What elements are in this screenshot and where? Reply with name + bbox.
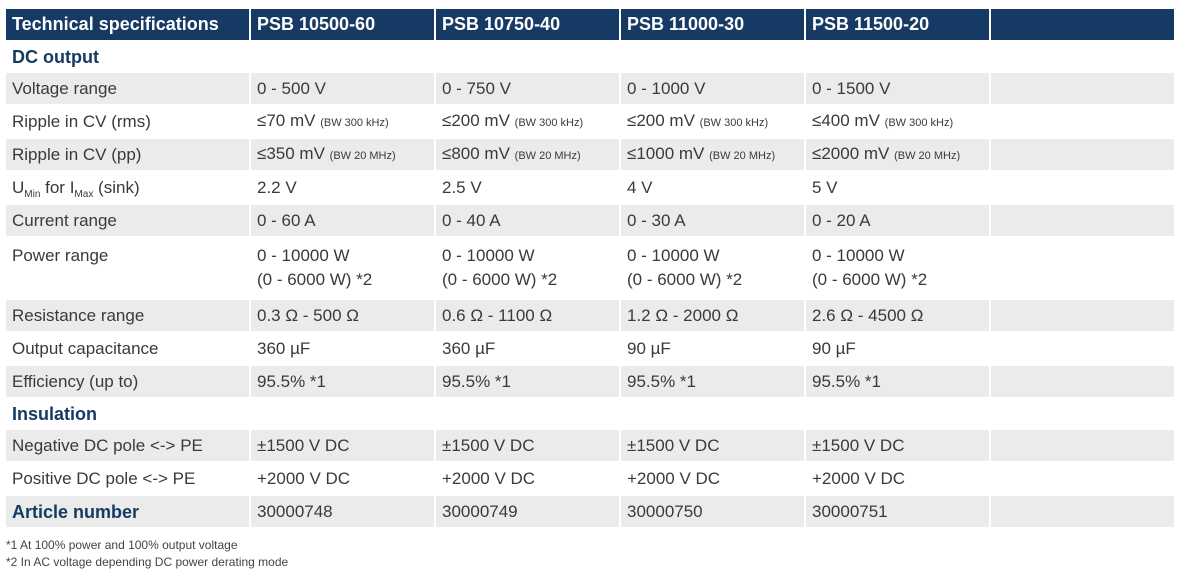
- cell: ≤2000 mV (BW 20 MHz): [806, 139, 989, 170]
- cell: 0 - 10000 W (0 - 6000 W) *2: [806, 238, 989, 298]
- section-title: DC output: [6, 42, 249, 71]
- cell: +2000 V DC: [436, 463, 619, 494]
- row-label: Article number: [6, 496, 249, 527]
- cell: +2000 V DC: [251, 463, 434, 494]
- footnotes: *1 At 100% power and 100% output voltage…: [6, 537, 288, 571]
- row-label: Ripple in CV (rms): [6, 106, 249, 137]
- cell: 2.2 V: [251, 172, 434, 203]
- cell: 0 - 40 A: [436, 205, 619, 236]
- cell: +2000 V DC: [806, 463, 989, 494]
- model-header: PSB 10500-60: [251, 9, 434, 40]
- cell: ≤200 mV (BW 300 kHz): [621, 106, 804, 137]
- cell: 95.5% *1: [621, 366, 804, 397]
- cell: 90 µF: [621, 333, 804, 364]
- row-label: Ripple in CV (pp): [6, 139, 249, 170]
- row-negative-dc-pole: Negative DC pole <-> PE ±1500 V DC ±1500…: [6, 430, 1174, 461]
- section-title: Insulation: [6, 399, 249, 428]
- model-header: PSB 11000-30: [621, 9, 804, 40]
- row-label: Negative DC pole <-> PE: [6, 430, 249, 461]
- row-efficiency: Efficiency (up to) 95.5% *1 95.5% *1 95.…: [6, 366, 1174, 397]
- row-label: Efficiency (up to): [6, 366, 249, 397]
- row-ripple-pp: Ripple in CV (pp) ≤350 mV (BW 20 MHz) ≤8…: [6, 139, 1174, 170]
- spec-table: Technical specifications PSB 10500-60 PS…: [4, 7, 1176, 529]
- row-label: Positive DC pole <-> PE: [6, 463, 249, 494]
- cell: 4 V: [621, 172, 804, 203]
- cell: 95.5% *1: [251, 366, 434, 397]
- cell: 1.2 Ω - 2000 Ω: [621, 300, 804, 331]
- cell: ≤70 mV (BW 300 kHz): [251, 106, 434, 137]
- row-umin: UMin for IMax (sink) 2.2 V 2.5 V 4 V 5 V: [6, 172, 1174, 203]
- cell: ≤800 mV (BW 20 MHz): [436, 139, 619, 170]
- empty-header: [991, 9, 1174, 40]
- cell: +2000 V DC: [621, 463, 804, 494]
- row-article-number: Article number 30000748 30000749 3000075…: [6, 496, 1174, 527]
- row-label: Current range: [6, 205, 249, 236]
- cell: 2.5 V: [436, 172, 619, 203]
- row-label: Power range: [6, 238, 249, 298]
- cell: ≤1000 mV (BW 20 MHz): [621, 139, 804, 170]
- cell: 0 - 60 A: [251, 205, 434, 236]
- cell: 5 V: [806, 172, 989, 203]
- cell: 0 - 1000 V: [621, 73, 804, 104]
- cell: 0 - 1500 V: [806, 73, 989, 104]
- row-label: UMin for IMax (sink): [6, 172, 249, 203]
- header-row: Technical specifications PSB 10500-60 PS…: [6, 9, 1174, 40]
- cell: 360 µF: [436, 333, 619, 364]
- footnote: *1 At 100% power and 100% output voltage: [6, 538, 238, 552]
- row-label: Output capacitance: [6, 333, 249, 364]
- model-header: PSB 10750-40: [436, 9, 619, 40]
- cell: 0 - 750 V: [436, 73, 619, 104]
- row-label: Resistance range: [6, 300, 249, 331]
- cell: 0 - 10000 W (0 - 6000 W) *2: [436, 238, 619, 298]
- cell: ≤400 mV (BW 300 kHz): [806, 106, 989, 137]
- cell: ±1500 V DC: [806, 430, 989, 461]
- cell: 95.5% *1: [436, 366, 619, 397]
- cell: 360 µF: [251, 333, 434, 364]
- cell: 2.6 Ω - 4500 Ω: [806, 300, 989, 331]
- cell: ≤350 mV (BW 20 MHz): [251, 139, 434, 170]
- cell: ±1500 V DC: [436, 430, 619, 461]
- cell: 0.3 Ω - 500 Ω: [251, 300, 434, 331]
- row-output-capacitance: Output capacitance 360 µF 360 µF 90 µF 9…: [6, 333, 1174, 364]
- row-ripple-rms: Ripple in CV (rms) ≤70 mV (BW 300 kHz) ≤…: [6, 106, 1174, 137]
- row-voltage-range: Voltage range 0 - 500 V 0 - 750 V 0 - 10…: [6, 73, 1174, 104]
- footnote: *2 In AC voltage depending DC power dera…: [6, 555, 289, 569]
- cell: 30000751: [806, 496, 989, 527]
- header-cell: Technical specifications: [6, 9, 249, 40]
- model-header: PSB 11500-20: [806, 9, 989, 40]
- cell: ±1500 V DC: [251, 430, 434, 461]
- cell: 0 - 10000 W (0 - 6000 W) *2: [251, 238, 434, 298]
- row-current-range: Current range 0 - 60 A 0 - 40 A 0 - 30 A…: [6, 205, 1174, 236]
- section-row-insulation: Insulation: [6, 399, 1174, 428]
- cell: ±1500 V DC: [621, 430, 804, 461]
- cell: 0 - 20 A: [806, 205, 989, 236]
- cell: 0.6 Ω - 1100 Ω: [436, 300, 619, 331]
- cell: 90 µF: [806, 333, 989, 364]
- row-power-range: Power range 0 - 10000 W (0 - 6000 W) *2 0…: [6, 238, 1174, 298]
- cell: 30000749: [436, 496, 619, 527]
- cell: 0 - 500 V: [251, 73, 434, 104]
- cell: 30000750: [621, 496, 804, 527]
- cell: ≤200 mV (BW 300 kHz): [436, 106, 619, 137]
- cell: 30000748: [251, 496, 434, 527]
- section-row-dc-output: DC output: [6, 42, 1174, 71]
- row-label: Voltage range: [6, 73, 249, 104]
- cell: 0 - 10000 W (0 - 6000 W) *2: [621, 238, 804, 298]
- cell: 95.5% *1: [806, 366, 989, 397]
- row-positive-dc-pole: Positive DC pole <-> PE +2000 V DC +2000…: [6, 463, 1174, 494]
- row-resistance-range: Resistance range 0.3 Ω - 500 Ω 0.6 Ω - 1…: [6, 300, 1174, 331]
- cell: 0 - 30 A: [621, 205, 804, 236]
